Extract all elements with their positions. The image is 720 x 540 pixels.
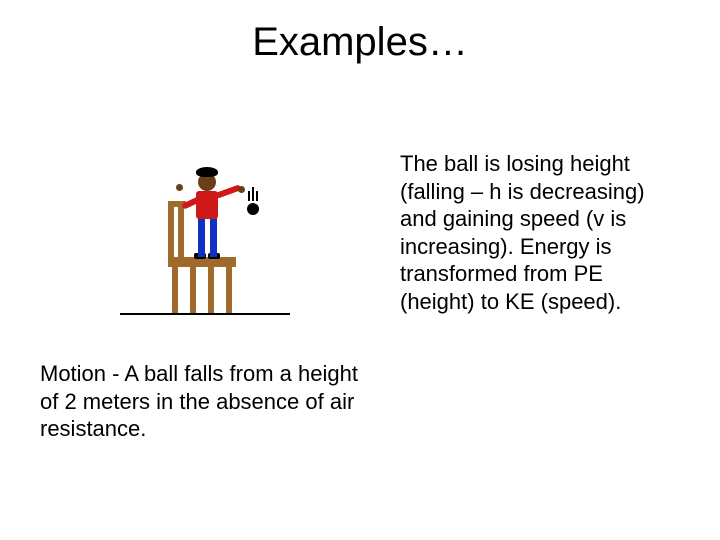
- person-hand: [238, 186, 245, 193]
- explanation-text: The ball is losing height (falling – h i…: [400, 150, 680, 315]
- slide-title: Examples…: [0, 20, 720, 65]
- motion-line: [248, 191, 250, 201]
- chair-leg: [226, 265, 232, 313]
- ground-line: [120, 313, 290, 315]
- person-hand: [176, 184, 183, 191]
- person-leg: [198, 217, 205, 257]
- person-leg: [210, 217, 217, 257]
- chair-leg: [172, 265, 178, 313]
- person-hair: [196, 167, 218, 177]
- caption-text: Motion - A ball falls from a height of 2…: [40, 360, 380, 443]
- slide: Examples… The ball is losing height (fal…: [0, 0, 720, 540]
- motion-line: [252, 187, 254, 201]
- person-arm: [215, 184, 241, 199]
- chair-back: [178, 207, 184, 257]
- ball-drop-figure: [120, 155, 290, 325]
- chair-leg: [190, 265, 196, 313]
- chair-back: [168, 203, 174, 257]
- motion-line: [256, 191, 258, 201]
- ball-icon: [247, 203, 259, 215]
- chair-leg: [208, 265, 214, 313]
